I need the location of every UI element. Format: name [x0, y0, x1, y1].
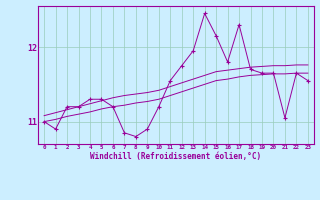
X-axis label: Windchill (Refroidissement éolien,°C): Windchill (Refroidissement éolien,°C) [91, 152, 261, 161]
